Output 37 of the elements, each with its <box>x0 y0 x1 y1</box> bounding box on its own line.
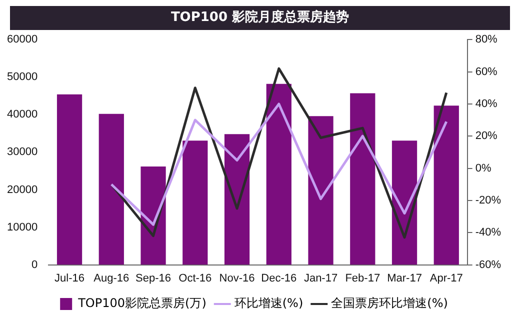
x-tick-label: Apr-17 <box>430 272 463 284</box>
chart-title: TOP100 影院月度总票房趋势 <box>10 6 510 30</box>
bar <box>182 140 208 265</box>
y-tick-label: 30000 <box>6 146 38 158</box>
y2-tick-label: -40% <box>475 226 502 239</box>
x-tick-label: Nov-16 <box>219 272 255 284</box>
x-tick-label: Jul-16 <box>54 272 85 284</box>
y2-tick-label: 60% <box>475 66 498 78</box>
x-tick-label: Jan-17 <box>304 272 338 284</box>
y2-tick-label: 80% <box>475 34 498 46</box>
x-tick-label: Dec-16 <box>261 272 297 284</box>
bar <box>98 114 124 265</box>
y-tick-label: 0 <box>31 258 38 271</box>
legend-label: 全国票房环比增速(%) <box>331 296 448 310</box>
bar <box>350 93 376 265</box>
y-tick-label: 20000 <box>6 184 38 196</box>
y-tick-label: 50000 <box>6 71 38 84</box>
y2-tick-label: 20% <box>475 130 498 142</box>
x-tick-label: Feb-17 <box>345 272 380 284</box>
x-tick-label: Oct-16 <box>178 272 212 284</box>
bar <box>266 84 292 265</box>
y-tick-label: 10000 <box>6 221 38 234</box>
y-tick-label: 40000 <box>6 108 38 121</box>
x-tick-label: Aug-16 <box>94 272 130 284</box>
bar <box>56 94 82 265</box>
legend-label: TOP100影院总票房(万) <box>77 296 206 310</box>
y2-tick-label: 0% <box>475 162 492 174</box>
legend-label: 环比增速(%) <box>234 296 304 310</box>
bar <box>308 116 334 265</box>
bar <box>224 134 250 265</box>
y2-tick-label: -60% <box>475 258 502 271</box>
x-tick-label: Sep-16 <box>136 272 172 284</box>
y-tick-label: 60000 <box>6 34 38 46</box>
y2-tick-label: 40% <box>475 98 498 110</box>
x-tick-label: Mar-17 <box>387 272 422 284</box>
y2-tick-label: -20% <box>475 194 502 206</box>
bar <box>434 106 459 265</box>
